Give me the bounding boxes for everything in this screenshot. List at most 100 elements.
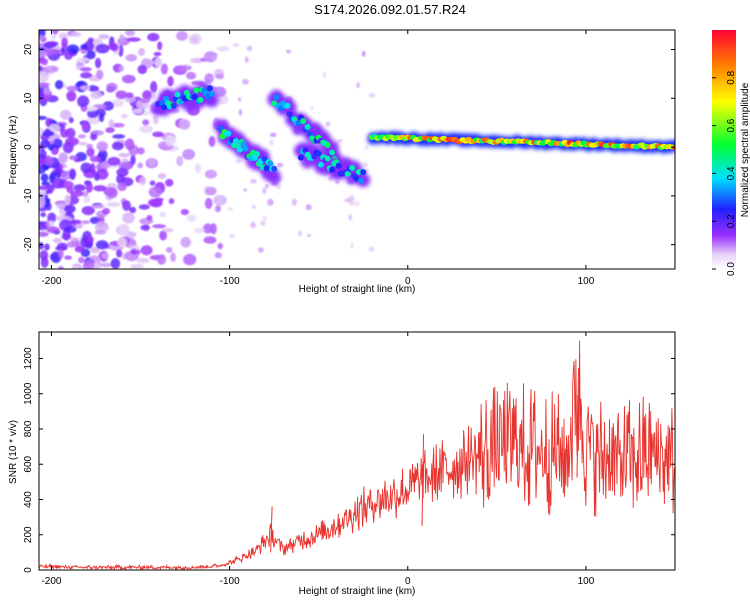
noise-speck xyxy=(310,106,314,111)
noise-speck xyxy=(60,47,66,53)
noise-speck xyxy=(168,198,175,205)
noise-speck xyxy=(79,85,90,91)
noise-speck xyxy=(39,70,50,83)
colorbar-tick-label: 0.6 xyxy=(726,118,737,132)
noise-speck xyxy=(262,187,267,195)
y-tick-label: 0 xyxy=(23,144,34,150)
noise-speck xyxy=(102,208,111,215)
noise-speck xyxy=(157,254,167,265)
ridge-point xyxy=(253,151,260,158)
snr-spike xyxy=(421,434,425,526)
noise-speck xyxy=(101,252,109,259)
y-tick-label: 200 xyxy=(23,526,34,543)
noise-speck xyxy=(185,71,197,80)
noise-speck xyxy=(84,105,98,112)
noise-speck xyxy=(80,162,92,174)
noise-speck xyxy=(39,35,47,41)
noise-speck xyxy=(58,248,64,259)
noise-speck xyxy=(204,73,214,84)
noise-speck xyxy=(116,167,129,177)
noise-speck xyxy=(246,45,253,52)
noise-speck xyxy=(58,152,68,164)
noise-speck xyxy=(157,41,163,51)
noise-speck xyxy=(157,173,167,179)
ridge-point xyxy=(161,104,168,111)
ridge-point xyxy=(315,150,322,157)
noise-speck xyxy=(136,147,145,155)
noise-speck xyxy=(180,209,189,216)
noise-speck xyxy=(106,201,121,208)
snr-x-ticks: -200 -100 0 100 xyxy=(41,332,595,587)
noise-speck xyxy=(106,187,118,199)
ridge-point xyxy=(271,100,278,107)
x-tick-label: 0 xyxy=(405,576,411,587)
noise-speck xyxy=(69,219,82,225)
noise-speck xyxy=(269,139,274,146)
ridge-point xyxy=(236,146,243,153)
noise-speck xyxy=(337,139,343,143)
spectrogram-image xyxy=(39,30,675,269)
noise-speck xyxy=(264,183,269,189)
noise-speck xyxy=(180,236,192,248)
noise-speck xyxy=(138,47,146,56)
noise-speck xyxy=(72,265,79,269)
noise-speck xyxy=(108,119,115,128)
noise-speck xyxy=(107,156,121,166)
noise-speck xyxy=(39,185,50,190)
snr-spikes xyxy=(270,368,580,553)
noise-speck xyxy=(95,240,109,250)
y-tick-label: 600 xyxy=(23,455,34,472)
noise-speck xyxy=(191,35,199,44)
noise-speck xyxy=(131,108,144,114)
noise-speck xyxy=(106,82,118,92)
noise-speck xyxy=(86,109,99,119)
noise-speck xyxy=(118,223,130,236)
ridge-point xyxy=(324,155,331,162)
noise-speck xyxy=(64,255,73,260)
noise-speck xyxy=(361,162,369,168)
spectrogram-y-ticks: -20 -10 0 10 20 xyxy=(23,44,675,252)
ridge-point xyxy=(273,94,280,101)
noise-speck xyxy=(117,237,127,247)
noise-speck xyxy=(165,246,173,253)
noise-speck xyxy=(361,50,366,57)
noise-speck xyxy=(212,86,227,98)
noise-speck xyxy=(46,226,60,234)
noise-speck xyxy=(118,65,125,72)
noise-speck xyxy=(81,220,90,225)
noise-speck xyxy=(125,30,136,37)
noise-speck xyxy=(81,205,95,216)
noise-speck xyxy=(39,231,49,237)
noise-speck xyxy=(203,51,218,63)
ridge-point xyxy=(240,141,247,148)
noise-speck xyxy=(130,264,144,269)
snr-y-axis-label: SNR (10 * v/v) xyxy=(8,420,19,484)
noise-speck xyxy=(99,262,113,268)
noise-speck xyxy=(111,141,124,151)
noise-speck xyxy=(53,237,62,244)
snr-frame xyxy=(38,331,676,571)
noise-speck xyxy=(267,198,274,206)
noise-speck xyxy=(203,236,217,244)
colorbar-tick-label: 0.8 xyxy=(726,70,737,84)
x-tick-label: -100 xyxy=(220,576,240,587)
noise-speck xyxy=(152,224,166,229)
noise-speck xyxy=(194,163,202,174)
noise-speck xyxy=(40,256,49,268)
ridge-point xyxy=(206,85,213,92)
noise-speck xyxy=(59,109,72,120)
noise-speck xyxy=(66,85,79,92)
noise-speck xyxy=(43,86,50,96)
noise-speck xyxy=(368,92,376,98)
noise-speck xyxy=(140,224,151,231)
noise-speck xyxy=(64,204,76,214)
ridge-segment xyxy=(367,130,675,154)
noise-speck xyxy=(39,30,47,33)
y-tick-label: 800 xyxy=(23,420,34,437)
noise-speck xyxy=(89,255,101,261)
noise-speck xyxy=(356,82,360,89)
noise-speck xyxy=(89,155,102,163)
noise-speck xyxy=(78,256,85,264)
colorbar-label: Normalized spectral amplitude xyxy=(740,82,750,217)
